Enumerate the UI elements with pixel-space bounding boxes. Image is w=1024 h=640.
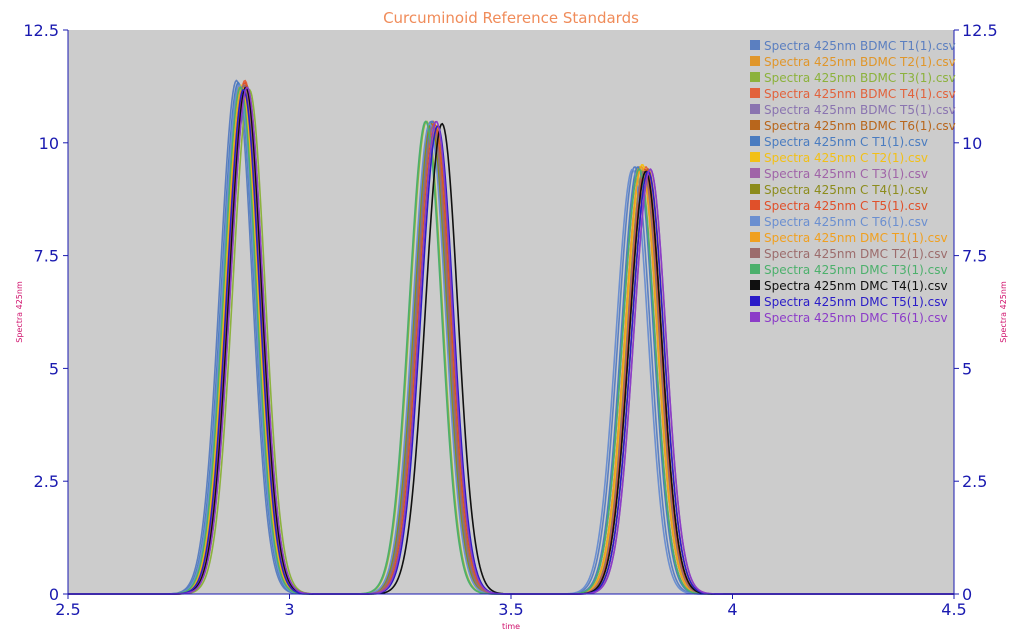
y-tick-label-right: 2.5	[962, 472, 987, 491]
legend-swatch	[750, 104, 760, 114]
x-ticks: 2.5 3 3.5 4 4.5	[55, 594, 967, 619]
legend: Spectra 425nm BDMC T1(1).csv Spectra 425n…	[750, 39, 956, 325]
y-tick-label-right: 10	[962, 134, 982, 153]
legend-swatch	[750, 232, 760, 242]
legend-entry: Spectra 425nm BDMC T1(1).csv	[764, 39, 956, 53]
x-tick-label: 4.5	[941, 600, 966, 619]
legend-entry: Spectra 425nm BDMC T5(1).csv	[764, 103, 956, 117]
legend-entry: Spectra 425nm BDMC T2(1).csv	[764, 55, 956, 69]
y-tick-label-left: 0	[49, 585, 59, 604]
y-tick-label-right: 0	[962, 585, 972, 604]
legend-entry: Spectra 425nm C T3(1).csv	[764, 167, 928, 181]
legend-entry: Spectra 425nm BDMC T3(1).csv	[764, 71, 956, 85]
legend-swatch	[750, 136, 760, 146]
x-tick-label: 3.5	[498, 600, 523, 619]
y-axis-label-left: Spectra 425nm	[15, 281, 24, 343]
legend-entry: Spectra 425nm C T5(1).csv	[764, 199, 928, 213]
y-tick-label-left: 2.5	[34, 472, 59, 491]
legend-swatch	[750, 72, 760, 82]
y-tick-label-left: 10	[39, 134, 59, 153]
legend-swatch	[750, 296, 760, 306]
legend-swatch	[750, 184, 760, 194]
legend-entry: Spectra 425nm DMC T1(1).csv	[764, 231, 948, 245]
legend-swatch	[750, 40, 760, 50]
legend-swatch	[750, 312, 760, 322]
y-axis-label-right: Spectra 425nm	[999, 281, 1008, 343]
legend-entry: Spectra 425nm BDMC T4(1).csv	[764, 87, 956, 101]
x-tick-label: 4	[727, 600, 737, 619]
y-ticks-left: 0 2.5 5 7.5 10 12.5	[23, 21, 68, 604]
legend-swatch	[750, 88, 760, 98]
legend-entry: Spectra 425nm C T4(1).csv	[764, 183, 928, 197]
x-tick-label: 3	[284, 600, 294, 619]
legend-entry: Spectra 425nm DMC T4(1).csv	[764, 279, 948, 293]
y-tick-label-right: 5	[962, 359, 972, 378]
legend-swatch	[750, 168, 760, 178]
legend-entry: Spectra 425nm C T1(1).csv	[764, 135, 928, 149]
x-tick-label: 2.5	[55, 600, 80, 619]
y-tick-label-left: 5	[49, 359, 59, 378]
legend-entry: Spectra 425nm BDMC T6(1).csv	[764, 119, 956, 133]
legend-swatch	[750, 248, 760, 258]
legend-swatch	[750, 216, 760, 226]
legend-entry: Spectra 425nm DMC T3(1).csv	[764, 263, 948, 277]
y-tick-label-left: 7.5	[34, 247, 59, 266]
legend-swatch	[750, 56, 760, 66]
legend-swatch	[750, 200, 760, 210]
legend-swatch	[750, 120, 760, 130]
legend-entry: Spectra 425nm C T6(1).csv	[764, 215, 928, 229]
legend-entry: Spectra 425nm C T2(1).csv	[764, 151, 928, 165]
legend-entry: Spectra 425nm DMC T2(1).csv	[764, 247, 948, 261]
y-tick-label-right: 12.5	[962, 21, 998, 40]
legend-swatch	[750, 280, 760, 290]
legend-entry: Spectra 425nm DMC T6(1).csv	[764, 311, 948, 325]
y-tick-label-right: 7.5	[962, 247, 987, 266]
legend-swatch	[750, 152, 760, 162]
y-ticks-right: 0 2.5 5 7.5 10 12.5	[954, 21, 998, 604]
chart-title: Curcuminoid Reference Standards	[383, 9, 639, 27]
legend-swatch	[750, 264, 760, 274]
legend-entry: Spectra 425nm DMC T5(1).csv	[764, 295, 948, 309]
y-tick-label-left: 12.5	[23, 21, 59, 40]
x-axis-label: time	[502, 622, 520, 631]
